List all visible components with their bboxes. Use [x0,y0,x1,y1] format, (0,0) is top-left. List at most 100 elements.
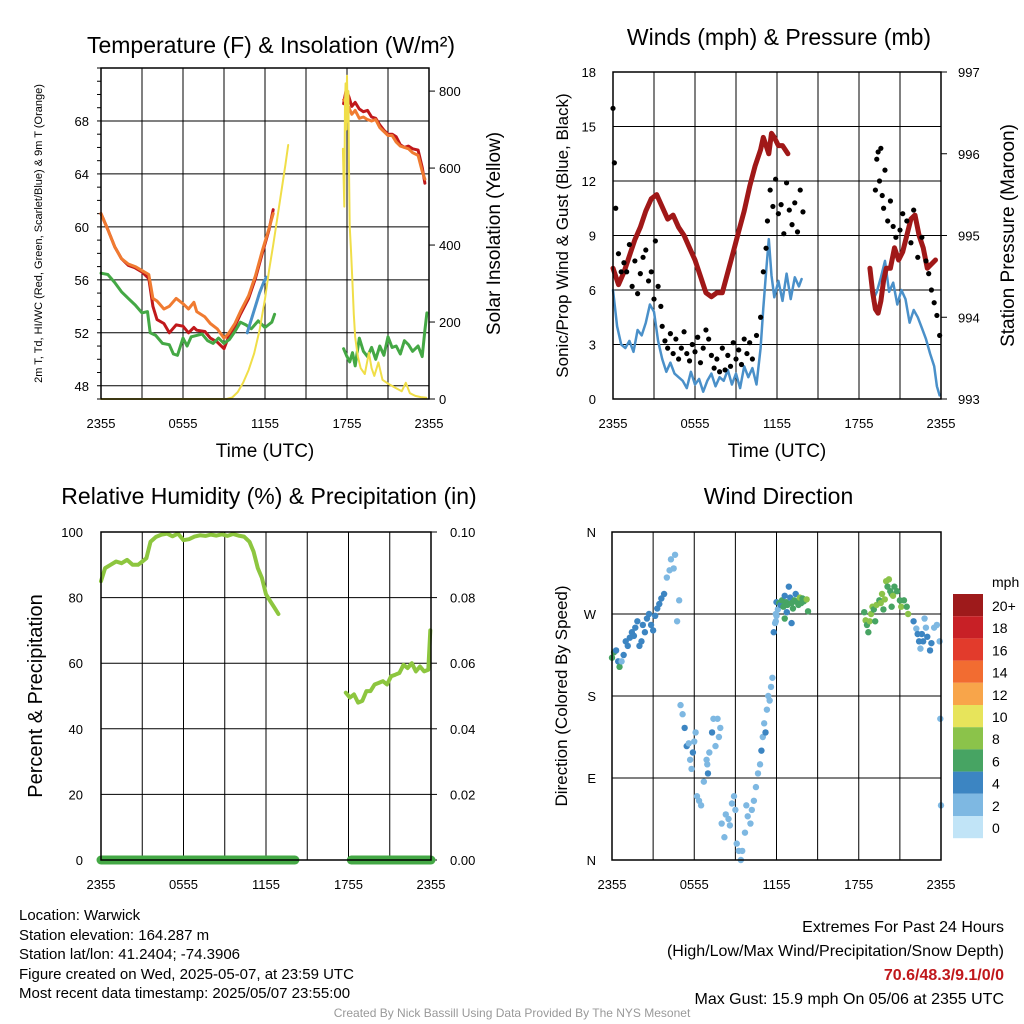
gust-point [915,254,921,260]
x-tick-label: 1155 [251,416,279,431]
direction-point [785,583,793,590]
x-tick-label: 0555 [681,416,710,431]
x-tick-label: 1155 [252,877,280,892]
gust-point [872,187,879,193]
plot-frame [100,531,432,861]
y-tick-label: 64 [75,167,89,182]
gust-point [770,203,776,210]
direction-point [645,610,653,618]
y-tick-label: 80 [69,591,83,606]
gust-point [615,251,622,257]
gust-point [613,205,619,211]
y2-tick-label: 993 [958,392,980,407]
x-tick-label: 2355 [927,877,956,892]
gust-point [629,283,635,289]
figure-created: Figure created on Wed, 2025-05-07, at 23… [19,965,354,983]
direction-point [924,633,931,640]
direction-point [663,574,671,581]
gust-point [714,356,720,362]
y-tick-label: S [587,689,596,704]
gust-point [621,260,627,266]
gust-point [697,360,704,366]
legend-swatch [953,816,983,839]
direction-point [750,797,758,804]
legend-label: 16 [992,642,1008,658]
y2-tick-label: 994 [958,310,980,325]
direction-point [685,740,692,747]
direction-point [936,638,943,645]
x-tick-label: 0555 [680,877,709,892]
direction-point [767,683,775,691]
direction-point [641,629,649,636]
legend-swatch [953,638,983,661]
direction-point [763,706,771,713]
legend-swatch [953,771,983,794]
gust-point [626,241,633,248]
gust-point [926,271,932,277]
direction-point [747,820,754,827]
gust-point [618,269,624,275]
legend-label: 6 [992,753,1000,769]
gust-point [727,363,734,369]
gust-point [744,350,750,357]
direction-point [624,642,631,650]
y-axis-label: Percent & Precipitation [25,594,47,797]
direction-point [704,770,712,777]
gust-point [651,296,657,302]
legend-label: 8 [992,731,1000,747]
y2-tick-label: 800 [439,84,461,99]
gust-point [931,300,937,306]
y-tick-label: 60 [75,220,89,235]
x-tick-label: 1155 [763,416,791,431]
direction-point [708,729,716,736]
x-axis-label: Time (UTC) [216,441,315,462]
gust-point [879,192,885,199]
gust-point [684,350,690,357]
station-latlon: Station lat/lon: 41.2404; -74.3906 [19,946,241,963]
y-tick-label: 6 [589,283,596,298]
gust-point [706,336,712,342]
y2-tick-label: 0.02 [450,787,475,802]
direction-point [677,701,684,709]
gust-point [692,349,698,355]
y-tick-label: 56 [75,273,89,288]
direction-point [760,720,768,727]
x-tick-label: 0555 [169,877,198,892]
plot-frame [611,531,942,861]
gust-point [624,269,630,275]
y2-axis-label: Solar Insolation (Yellow) [484,132,505,335]
legend-swatch [953,594,983,617]
gust-point [747,340,753,346]
direction-point [692,729,699,736]
direction-point [721,834,728,841]
direction-point [638,638,645,645]
direction-point [900,597,908,604]
legend-label: 18 [992,620,1008,636]
direction-point [748,806,756,814]
legend-title: mph [992,574,1019,590]
panel-2: 0 3 6 9 12 15 18 993 994 995 996 997 2355 0555 1155 175… [553,24,1019,462]
gust-point [911,207,917,213]
gust-point [632,258,638,264]
gust-point [736,347,742,353]
gust-point [887,198,894,204]
chart-title: Wind Direction [704,483,854,509]
gust-point [893,234,899,240]
direction-point [881,596,888,603]
direction-point [866,618,873,625]
y2-tick-label: 0.08 [450,591,475,606]
temp-series-line [100,144,290,400]
direction-point [772,618,780,625]
temp-series-line [342,311,429,368]
direction-point [904,610,912,618]
legend-label: 2 [992,798,1000,814]
direction-point [634,618,641,625]
gust-point [753,332,760,339]
direction-point [898,603,905,610]
y-tick-label: 3 [589,338,596,353]
direction-point [781,592,788,599]
temp-series-line [342,98,427,181]
y-tick-label: 40 [69,722,83,737]
direction-point [792,590,799,598]
gust-point [928,287,935,293]
